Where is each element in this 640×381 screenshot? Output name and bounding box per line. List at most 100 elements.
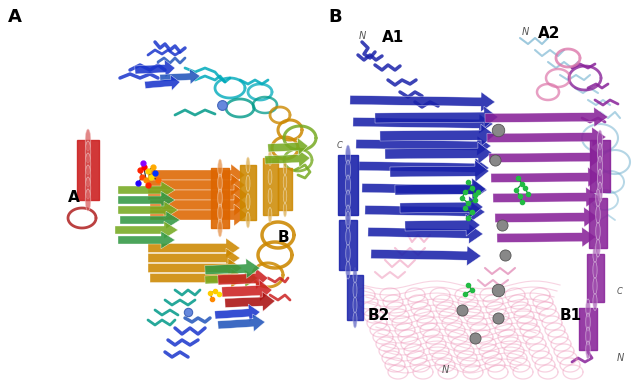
Ellipse shape <box>586 341 590 359</box>
Text: C: C <box>337 141 343 149</box>
Text: A1: A1 <box>382 30 404 45</box>
Ellipse shape <box>85 141 91 163</box>
Polygon shape <box>148 164 245 186</box>
Ellipse shape <box>593 245 597 263</box>
Ellipse shape <box>246 157 250 173</box>
Ellipse shape <box>593 261 597 279</box>
Ellipse shape <box>353 282 357 298</box>
Ellipse shape <box>598 182 602 202</box>
Ellipse shape <box>346 244 350 263</box>
Ellipse shape <box>246 175 250 191</box>
Ellipse shape <box>346 190 351 210</box>
Ellipse shape <box>85 189 91 211</box>
Ellipse shape <box>218 174 222 192</box>
Ellipse shape <box>346 145 351 165</box>
Polygon shape <box>218 314 265 331</box>
Polygon shape <box>225 291 275 311</box>
Ellipse shape <box>593 261 597 279</box>
Ellipse shape <box>586 327 590 345</box>
Polygon shape <box>118 181 175 199</box>
Ellipse shape <box>284 161 287 175</box>
Ellipse shape <box>593 293 597 311</box>
Ellipse shape <box>346 261 350 279</box>
Polygon shape <box>497 227 596 247</box>
Ellipse shape <box>598 169 602 189</box>
Text: A2: A2 <box>538 26 561 41</box>
Ellipse shape <box>284 203 287 217</box>
Polygon shape <box>148 238 240 258</box>
Polygon shape <box>385 142 492 164</box>
Polygon shape <box>222 280 272 301</box>
Polygon shape <box>485 107 608 127</box>
Ellipse shape <box>346 228 350 246</box>
Ellipse shape <box>85 165 91 187</box>
Text: B1: B1 <box>560 308 582 323</box>
Ellipse shape <box>85 153 91 175</box>
Polygon shape <box>487 127 606 147</box>
Ellipse shape <box>596 239 600 257</box>
Polygon shape <box>268 138 308 155</box>
Ellipse shape <box>346 261 350 279</box>
Ellipse shape <box>346 160 351 180</box>
Polygon shape <box>150 268 245 288</box>
Polygon shape <box>353 114 493 134</box>
Ellipse shape <box>586 313 590 331</box>
Ellipse shape <box>586 341 590 359</box>
Ellipse shape <box>596 189 600 207</box>
Polygon shape <box>586 254 604 302</box>
Ellipse shape <box>246 175 250 191</box>
Ellipse shape <box>246 194 250 210</box>
Ellipse shape <box>596 239 600 257</box>
Polygon shape <box>390 160 489 182</box>
Ellipse shape <box>598 156 602 176</box>
Ellipse shape <box>596 223 600 240</box>
Ellipse shape <box>284 175 287 189</box>
Polygon shape <box>135 60 175 77</box>
Polygon shape <box>339 220 357 270</box>
Polygon shape <box>215 304 260 322</box>
Polygon shape <box>148 248 240 268</box>
Ellipse shape <box>218 189 222 207</box>
Polygon shape <box>371 246 481 266</box>
Ellipse shape <box>268 208 272 223</box>
Polygon shape <box>211 168 229 228</box>
Text: A: A <box>68 190 80 205</box>
Ellipse shape <box>218 219 222 237</box>
Polygon shape <box>400 196 483 218</box>
Ellipse shape <box>353 297 357 313</box>
Polygon shape <box>365 202 485 222</box>
Ellipse shape <box>284 161 287 175</box>
Ellipse shape <box>598 182 602 202</box>
Ellipse shape <box>268 150 272 165</box>
Text: N: N <box>522 27 529 37</box>
Ellipse shape <box>593 293 597 311</box>
Ellipse shape <box>218 204 222 222</box>
Polygon shape <box>368 224 483 244</box>
Ellipse shape <box>353 282 357 298</box>
Polygon shape <box>589 198 607 248</box>
Polygon shape <box>118 201 178 219</box>
Polygon shape <box>120 211 180 229</box>
Ellipse shape <box>85 129 91 151</box>
Ellipse shape <box>85 189 91 211</box>
Polygon shape <box>278 168 292 210</box>
Polygon shape <box>160 69 200 84</box>
Ellipse shape <box>596 223 600 240</box>
Text: B: B <box>328 8 342 26</box>
Polygon shape <box>362 180 487 200</box>
Ellipse shape <box>85 129 91 151</box>
Ellipse shape <box>346 244 350 263</box>
Ellipse shape <box>586 299 590 317</box>
Polygon shape <box>218 267 268 290</box>
Ellipse shape <box>353 297 357 313</box>
Ellipse shape <box>85 177 91 199</box>
Polygon shape <box>115 221 178 239</box>
Ellipse shape <box>284 189 287 203</box>
Polygon shape <box>491 167 602 187</box>
Text: B2: B2 <box>368 308 390 323</box>
Ellipse shape <box>598 156 602 176</box>
Ellipse shape <box>346 145 351 165</box>
Polygon shape <box>495 207 598 227</box>
Ellipse shape <box>268 208 272 223</box>
Ellipse shape <box>246 212 250 228</box>
